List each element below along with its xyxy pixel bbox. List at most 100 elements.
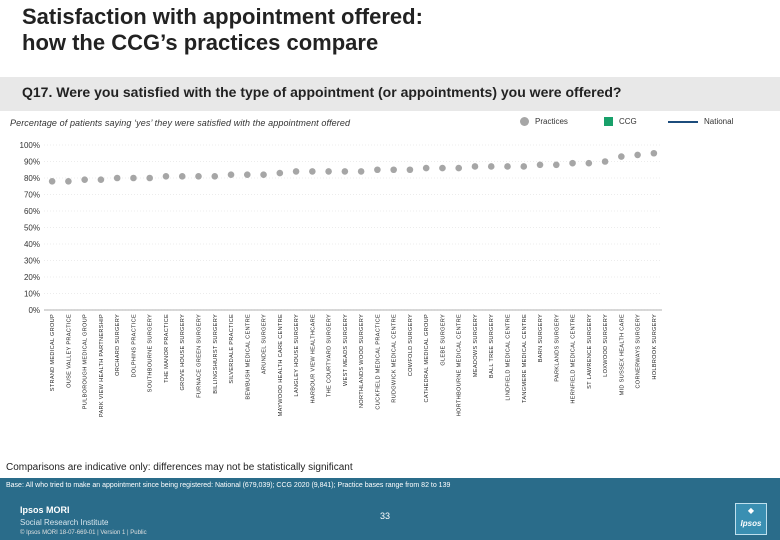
x-tick-label: HERNFIELD MEDICAL CENTRE	[571, 314, 577, 404]
practice-marker	[211, 173, 219, 180]
x-tick-label: HORTHBOURNE MEDICAL CENTRE	[457, 314, 463, 416]
x-tick-label: HOLBROOK SURGERY	[652, 314, 658, 380]
x-tick-label: HARBOUR VIEW HEALTHCARE	[310, 314, 316, 403]
y-tick-label: 100%	[20, 141, 40, 150]
practice-marker	[406, 166, 414, 174]
practice-marker	[585, 159, 593, 167]
x-tick-label: GROVE HOUSE SURGERY	[180, 314, 186, 390]
x-tick-label: LOXWOOD SURGERY	[603, 314, 609, 377]
practice-marker	[374, 166, 381, 174]
chart-subtitle: Percentage of patients saying ‘yes’ they…	[10, 118, 351, 128]
x-tick-label: LANGLEY HOUSE SURGERY	[294, 314, 300, 397]
x-tick-label: BEWBUSH MEDICAL CENTRE	[245, 314, 251, 400]
legend-item-national: National	[668, 117, 733, 126]
x-tick-label: FURNACE GREEN SURGERY	[197, 314, 203, 398]
x-tick-label: MEADOWS SURGERY	[473, 314, 479, 377]
practice-marker	[357, 168, 365, 175]
x-tick-label: PARK VIEW HEALTH PARTNERSHIP	[99, 314, 105, 417]
base-note: Base: All who tried to make an appointme…	[6, 482, 451, 489]
x-tick-label: COWFOLD SURGERY	[408, 314, 414, 376]
legend-item-practices: Practices	[520, 117, 568, 126]
practice-marker	[276, 169, 284, 177]
x-tick-label: TANGMERE MEDICAL CENTRE	[522, 314, 528, 403]
comparisons-note: Comparisons are indicative only: differe…	[6, 462, 353, 473]
x-tick-label: THE MANOR PRACTICE	[164, 314, 170, 383]
y-tick-label: 60%	[24, 207, 40, 216]
x-tick-label: GLEBE SURGERY	[440, 314, 446, 366]
page-title: Satisfaction with appointment offered: h…	[22, 4, 662, 56]
legend-label-practices: Practices	[535, 117, 568, 126]
y-tick-label: 90%	[24, 158, 40, 167]
x-tick-label: NORTHLANDS WOOD SURGERY	[359, 314, 365, 408]
practice-marker	[260, 171, 267, 178]
x-tick-label: PARKLANDS SURGERY	[554, 314, 560, 382]
x-tick-label: ARUNDEL SURGERY	[262, 314, 268, 374]
x-tick-label: BARN SURGERY	[538, 314, 544, 362]
practice-marker	[439, 164, 446, 172]
legend-item-ccg: CCG	[604, 117, 637, 126]
practice-marker-icon	[520, 117, 529, 126]
practice-marker	[618, 153, 625, 160]
practice-marker	[227, 171, 235, 178]
ipsos-logo: ◆ Ipsos	[735, 503, 767, 535]
practice-marker	[552, 161, 560, 169]
x-tick-label: CORNERWAYS SURGERY	[636, 314, 642, 389]
ccg-square-icon	[604, 117, 613, 126]
footer-bar	[0, 478, 780, 540]
practice-marker	[48, 178, 56, 185]
x-tick-label: MAYWOOD HEALTH CARE CENTRE	[278, 314, 284, 416]
y-tick-label: 70%	[24, 191, 40, 200]
practice-marker	[390, 166, 397, 174]
y-tick-label: 10%	[24, 290, 40, 299]
practice-marker	[81, 176, 88, 183]
x-tick-label: MID SUSSEX HEALTH CARE	[619, 314, 625, 395]
x-tick-label: WEST MEADS SURGERY	[343, 314, 349, 386]
y-tick-label: 30%	[24, 257, 40, 266]
logo-text: Ipsos	[740, 519, 762, 528]
y-tick-label: 40%	[24, 240, 40, 249]
x-tick-label: PULBOROUGH MEDICAL GROUP	[83, 314, 89, 409]
x-tick-label: CATHEDRAL MEDICAL GROUP	[424, 314, 430, 402]
practice-marker	[536, 161, 544, 169]
practice-marker	[243, 171, 251, 178]
title-line-2: how the CCG’s practices compare	[22, 30, 379, 55]
question-bar	[0, 77, 780, 111]
practice-marker	[504, 163, 511, 170]
practice-marker	[455, 164, 463, 172]
x-tick-label: ORCHARD SURGERY	[115, 314, 121, 376]
page-number: 33	[380, 511, 391, 521]
title-line-1: Satisfaction with appointment offered:	[22, 4, 423, 29]
practice-marker	[650, 149, 658, 157]
practice-marker	[634, 151, 641, 159]
practice-marker	[162, 173, 170, 180]
legend-label-national: National	[704, 117, 734, 126]
brand-name: Ipsos MORI	[20, 505, 70, 515]
question-text: Q17. Were you satisfied with the type of…	[22, 84, 622, 100]
practice-marker	[178, 173, 186, 180]
practice-marker	[487, 163, 495, 170]
practice-marker	[520, 163, 528, 170]
x-tick-label: BALL TREE SURGERY	[489, 314, 495, 378]
practice-marker	[601, 158, 609, 165]
x-tick-label: BILLINGSHURST SURGERY	[213, 314, 219, 394]
practice-marker	[325, 168, 332, 175]
practice-marker	[292, 168, 300, 175]
practice-marker	[130, 174, 137, 182]
practice-marker	[195, 173, 202, 180]
x-tick-label: SILVERDALE PRACTICE	[229, 314, 235, 384]
practice-marker	[422, 164, 430, 172]
practice-marker	[65, 178, 72, 185]
y-tick-label: 50%	[24, 224, 40, 233]
x-tick-label: ST LAWRENCE SURGERY	[587, 314, 593, 389]
x-tick-label: DOLPHINS PRACTICE	[131, 314, 137, 378]
x-tick-label: CUCKFIELD MEDICAL PRACTICE	[375, 314, 381, 410]
copyright-text: © Ipsos MORI 18-07-669-01 | Version 1 | …	[20, 530, 147, 536]
y-tick-label: 0%	[28, 306, 40, 315]
practice-marker	[113, 174, 121, 182]
practice-marker	[341, 168, 349, 175]
logo-mark-icon: ◆	[747, 506, 755, 515]
practice-marker	[471, 163, 479, 170]
practice-comparison-chart: 0% 10% 20% 30% 40% 50% 60% 70% 80% 90% 100% STRAND …	[20, 141, 662, 417]
legend-label-ccg: CCG	[619, 117, 637, 126]
x-tick-label: STRAND MEDICAL GROUP	[50, 314, 56, 391]
